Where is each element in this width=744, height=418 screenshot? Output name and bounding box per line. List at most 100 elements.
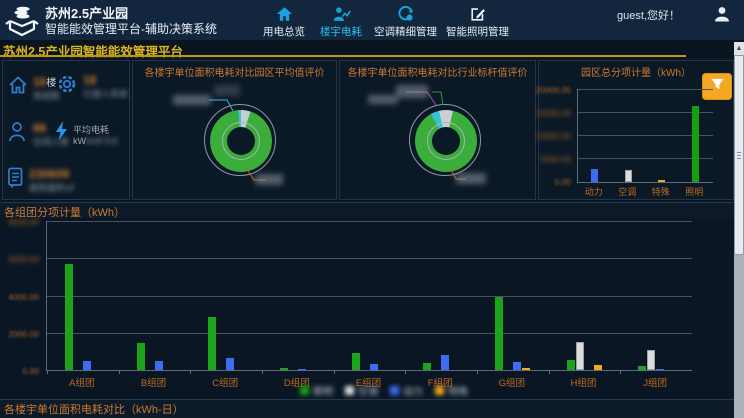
donut-outer-ring	[204, 104, 276, 176]
chart-legend: 照明 空调 动力 特殊	[300, 383, 468, 398]
nav-item-3[interactable]: 智能照明管理	[446, 5, 509, 39]
home-solid-icon	[276, 5, 293, 22]
x-tick-label: E组团	[355, 378, 382, 389]
vertical-scrollbar[interactable]: ▲	[734, 42, 744, 418]
bar	[136, 343, 145, 370]
edit-icon	[470, 5, 486, 22]
park-total-metering-panel: 园区总分项计量（kWh） 20000.00 15000.00 10000.00 500…	[535, 60, 734, 200]
legend-item: 动力	[390, 383, 423, 398]
scrollbar-thumb[interactable]	[734, 55, 744, 255]
main-nav: 用电总览 楼宇电耗 空调精细管理 智能照明管理	[260, 5, 509, 39]
x-tick-label: 空调	[618, 187, 637, 197]
nav-item-0[interactable]: 用电总览	[260, 5, 308, 39]
kpi-systems: 18 已接入系统	[55, 71, 128, 101]
bar	[647, 349, 656, 370]
legend-swatch	[345, 386, 354, 395]
bolt-icon	[53, 120, 69, 147]
legend-swatch	[390, 386, 399, 395]
nav-item-1[interactable]: 楼宇电耗	[317, 5, 365, 39]
y-tick-label: 4000.00	[8, 291, 39, 302]
group-chart-plot	[46, 221, 692, 374]
y-tick-label: 20000.00	[535, 85, 571, 95]
gridline	[578, 89, 713, 90]
kpi-average-consumption: 平均电耗kWh/㎡ 5.6	[53, 119, 129, 147]
page-title-bar: 苏州2.5产业园智能能效管理平台	[0, 40, 744, 59]
panel-title: 各楼宇单位面积电耗对比行业标杆值评价	[347, 68, 528, 79]
x-tick-label: F组团	[427, 378, 453, 389]
kpi-sublabel: 建筑面积㎡	[29, 183, 75, 193]
y-tick-label: 2000.00	[8, 328, 39, 339]
park-chart-plot	[577, 89, 713, 183]
x-tickmark	[47, 370, 48, 374]
kpi-floor-area: 230609 建筑面积㎡	[6, 165, 74, 194]
bar	[512, 362, 521, 370]
panel-title: 各楼宇单位面积电耗对比园区平均值评价	[144, 68, 325, 79]
x-tick-label: C组团	[212, 378, 239, 389]
kpi-sublabel: 在线人数	[33, 137, 70, 147]
bar	[351, 353, 360, 370]
gridline	[578, 158, 713, 159]
legend-item: 特殊	[435, 383, 468, 398]
kpi-suffix: 楼	[46, 78, 57, 89]
bar	[369, 364, 378, 370]
y-tick-label: 8000.00	[8, 217, 39, 227]
document-icon	[6, 166, 25, 193]
app-logo-icon	[5, 4, 39, 37]
y-tick-label: 6000.00	[8, 254, 39, 265]
hvac-icon	[397, 5, 415, 22]
y-tick-label: 15000.00	[535, 108, 571, 118]
kpi-value: 18	[83, 73, 97, 87]
blurred-label	[214, 85, 240, 96]
donut-inner-ring	[427, 122, 465, 160]
blurred-label	[396, 85, 428, 98]
person-chart-icon	[332, 5, 351, 22]
bar	[691, 105, 699, 182]
gridline	[47, 258, 692, 260]
home-icon	[7, 74, 29, 101]
x-tickmark	[262, 370, 263, 374]
y-tick-label: 0.00	[554, 177, 571, 187]
bar	[658, 180, 666, 182]
x-tick-label: B组团	[140, 378, 167, 389]
filter-button[interactable]	[702, 73, 732, 100]
nav-item-2[interactable]: 空调精细管理	[374, 5, 437, 39]
kpi-value: 19	[33, 75, 47, 89]
bar	[624, 169, 632, 182]
blurred-label	[173, 95, 211, 105]
y-tick-label: 5000.00	[540, 154, 571, 164]
x-tick-label: J组团	[643, 378, 668, 389]
gridline	[578, 112, 713, 113]
blurred-label	[368, 95, 398, 104]
kpi-label: 平均电耗kW	[73, 125, 110, 146]
building-comparison-section-bar: 各楼宇单位面积电耗对比（kWh-日）	[0, 399, 744, 418]
kpi-summary-panel: 19楼 效组数 18 已接入系统 66 在线人数 平均电耗kWh/㎡ 5.6	[2, 60, 130, 200]
bar	[575, 342, 584, 370]
title-underline	[0, 55, 686, 57]
group-metering-section-bar: 各组团分项计量（kWh）	[0, 202, 744, 219]
x-tick-label: D组团	[283, 378, 310, 389]
gear-icon	[55, 72, 79, 101]
bar	[154, 361, 163, 370]
kpi-buildings: 19楼 效组数	[7, 73, 60, 102]
gridline	[578, 135, 713, 136]
bar	[591, 169, 599, 182]
x-tick-label: 动力	[584, 187, 603, 197]
legend-label: 空调	[358, 387, 378, 398]
gridline	[47, 332, 692, 334]
section-title: 各楼宇单位面积电耗对比（kWh-日）	[4, 404, 184, 416]
bar	[494, 297, 503, 370]
person-icon	[7, 120, 29, 149]
kpi-sublabel: 效组数	[33, 91, 61, 101]
app-title-line1: 苏州2.5产业园	[45, 6, 129, 21]
scrollbar-up-arrow-icon[interactable]: ▲	[734, 42, 744, 55]
bar	[279, 367, 288, 370]
donut-outer-ring	[409, 104, 481, 176]
kpi-value: 230609	[29, 167, 70, 181]
user-account-icon[interactable]	[713, 5, 731, 23]
x-tickmark	[190, 370, 192, 374]
group-metering-chart: 8000.00 6000.00 4000.00 2000.00 0.00 A组团 B组团 C…	[0, 217, 736, 399]
bar	[656, 368, 665, 370]
blurred-label	[255, 174, 283, 185]
bar	[638, 365, 647, 370]
